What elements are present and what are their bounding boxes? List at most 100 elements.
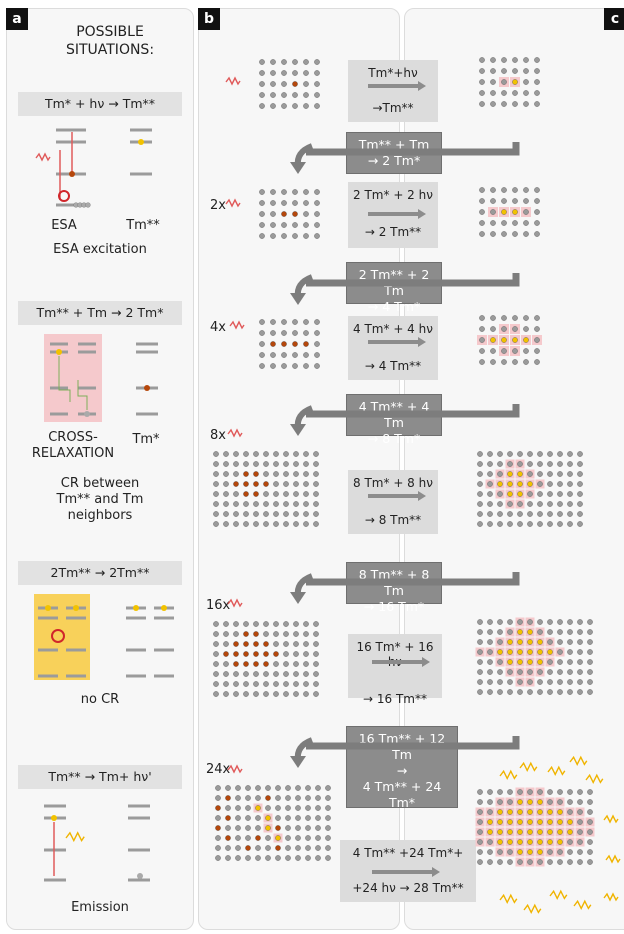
step1-right-lattice-atom (523, 68, 529, 74)
step5-right-lattice-atom (487, 659, 493, 665)
step6-right-lattice-atom (477, 839, 483, 845)
step5-left-lattice-atom (273, 631, 279, 637)
step3-right-lattice-atom (534, 326, 540, 332)
step6-left-lattice-atom (275, 835, 281, 841)
step5-bent-arrow-head (290, 756, 306, 768)
step5-left-lattice-atom (233, 651, 239, 657)
em-r-atom (137, 873, 143, 879)
step1-right-lattice-atom (534, 57, 540, 63)
step5-mult: 16x (206, 598, 231, 613)
step4-right-lattice-atom (577, 471, 583, 477)
step5-right-lattice-atom (577, 669, 583, 675)
step5-right-lattice-atom (527, 679, 533, 685)
step5-right-lattice-atom (587, 659, 593, 665)
step6-left-lattice-atom (315, 845, 321, 851)
step6-left-lattice-atom (275, 845, 281, 851)
step4-right-lattice-atom (477, 461, 483, 467)
step1-left-lattice-atom (314, 59, 320, 65)
step5-left-lattice-atom (313, 651, 319, 657)
step5-right-lattice-atom (477, 619, 483, 625)
step5-right-lattice-atom (557, 659, 563, 665)
step6-right-lattice-atom (507, 829, 513, 835)
step4-left-lattice-atom (263, 451, 269, 457)
step5-left-lattice-atom (303, 681, 309, 687)
step4-right-lattice-atom (557, 491, 563, 497)
step5-left-lattice-atom (213, 651, 219, 657)
step2-left-lattice-atom (281, 189, 287, 195)
step1-left-lattice-atom (292, 59, 298, 65)
step4-right-lattice-atom (507, 491, 513, 497)
step1-right-lattice-atom (490, 68, 496, 74)
step6-left-lattice-atom (275, 825, 281, 831)
step4-left-lattice-atom (313, 511, 319, 517)
step5-left-lattice-atom (293, 621, 299, 627)
step4-right-lattice-atom (517, 461, 523, 467)
step3-left-lattice-atom (259, 319, 265, 325)
step6-left-lattice-atom (295, 835, 301, 841)
step3-right-lattice-atom (479, 337, 485, 343)
step1-right-lattice-atom (534, 79, 540, 85)
step3-left-lattice-atom (270, 330, 276, 336)
step1-left-lattice-atom (259, 70, 265, 76)
step3-left-lattice-atom (292, 319, 298, 325)
step5-right-lattice-atom (477, 669, 483, 675)
step4-left-lattice-atom (293, 481, 299, 487)
step1-left-lattice-atom (292, 81, 298, 87)
step2-right-lattice-atom (512, 187, 518, 193)
emitted-photon-icon (519, 761, 538, 772)
step3-right-lattice-atom (501, 359, 507, 365)
step6-left-lattice-atom (295, 785, 301, 791)
step5-right-lattice-atom (487, 619, 493, 625)
step5-right-lattice-atom (547, 659, 553, 665)
step5-right-lattice-atom (507, 639, 513, 645)
step2-left-lattice-atom (314, 233, 320, 239)
step6-left-lattice-atom (235, 795, 241, 801)
step3-right-lattice-atom (490, 315, 496, 321)
step5-left-lattice-atom (233, 621, 239, 627)
step2-left-lattice-atom (314, 189, 320, 195)
step4-left-lattice-atom (243, 491, 249, 497)
step4-right-lattice-atom (487, 461, 493, 467)
step5-right-lattice-atom (587, 639, 593, 645)
step6-right-lattice-atom (517, 819, 523, 825)
step5-right-lattice-atom (567, 619, 573, 625)
step5-left-lattice-atom (313, 691, 319, 697)
step4-right-lattice-atom (537, 451, 543, 457)
step6-left-lattice-atom (285, 845, 291, 851)
step4-right-lattice-atom (507, 481, 513, 487)
step3-right-lattice-atom (501, 348, 507, 354)
step4-left-lattice-atom (273, 471, 279, 477)
step6-light-l2: +24 hν → 28 Tm** (352, 881, 464, 895)
step5-left-lattice-atom (273, 621, 279, 627)
step5-left-lattice-atom (313, 681, 319, 687)
step5-left-lattice-atom (303, 651, 309, 657)
step2-left-lattice-atom (270, 211, 276, 217)
step4-right-lattice-atom (527, 461, 533, 467)
step4-left-lattice-atom (243, 451, 249, 457)
step6-right-lattice-atom (527, 849, 533, 855)
step3-left-lattice-atom (281, 341, 287, 347)
step5-right-lattice-atom (497, 669, 503, 675)
step6-right-lattice-atom (557, 799, 563, 805)
step6-right-lattice-atom (507, 849, 513, 855)
step6-left-lattice-atom (315, 785, 321, 791)
step5-left-lattice-atom (233, 631, 239, 637)
step2-right-lattice-atom (534, 209, 540, 215)
step5-left-lattice-atom (283, 661, 289, 667)
step1-right-lattice-atom (512, 90, 518, 96)
step6-left-lattice-atom (215, 835, 221, 841)
step5-right-lattice-atom (577, 649, 583, 655)
step6-left-lattice-atom (255, 805, 261, 811)
step4-left-lattice-atom (253, 481, 259, 487)
step4-right-lattice-atom (567, 491, 573, 497)
step5-right-lattice-atom (477, 679, 483, 685)
esa-photon-icon (35, 152, 51, 162)
step6-right-lattice-atom (487, 829, 493, 835)
step2-right-lattice-atom (534, 231, 540, 237)
step1-left-lattice-atom (281, 103, 287, 109)
step5-left-lattice-atom (303, 641, 309, 647)
step5-left-lattice-atom (253, 671, 259, 677)
step5-right-lattice-atom (477, 689, 483, 695)
step6-right-lattice-atom (547, 859, 553, 865)
nocr-bar: 2Tm** → 2Tm** (18, 561, 182, 585)
